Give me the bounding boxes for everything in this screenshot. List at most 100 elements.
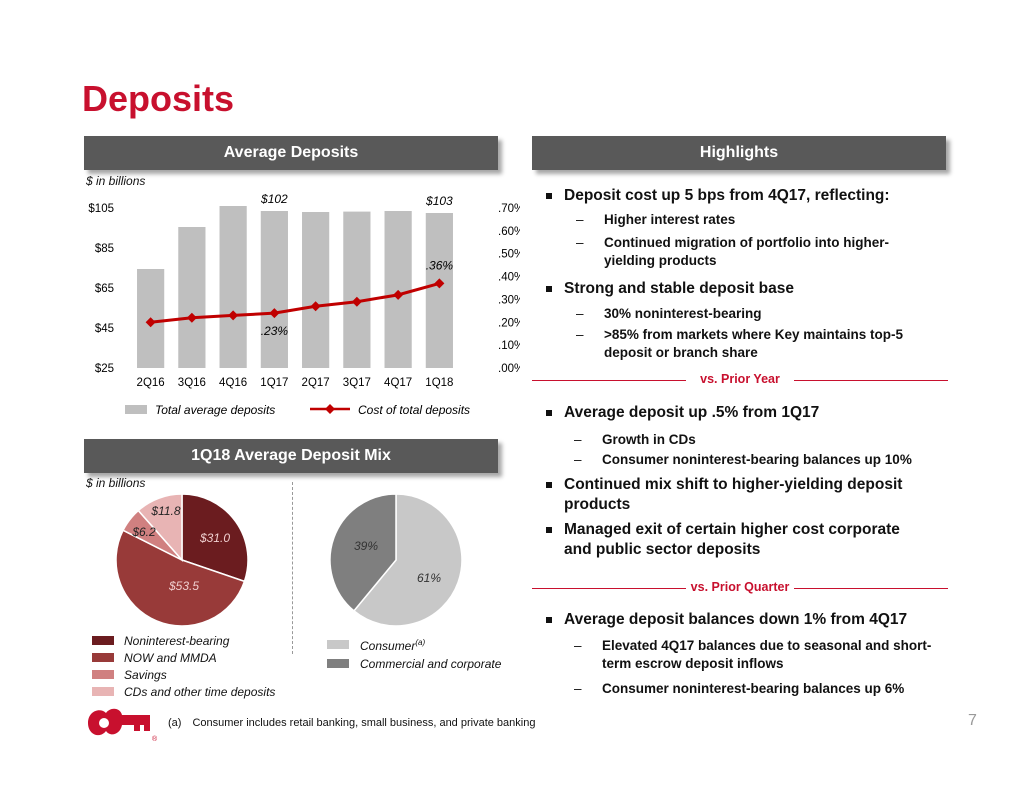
bar-data-label: $103 <box>425 194 453 208</box>
average-deposits-header: Average Deposits <box>84 136 498 170</box>
deposit-mix-unit: $ in billions <box>86 476 146 490</box>
y-right-tick-label: .20% <box>498 317 520 329</box>
bar-3Q16 <box>178 227 206 368</box>
sub-bullet: – >85% from markets where Key maintains t… <box>576 327 903 360</box>
legend-label: CDs and other time deposits <box>124 685 276 699</box>
x-tick-label: 4Q16 <box>219 377 247 389</box>
line-data-label: .23% <box>261 324 289 338</box>
average-deposits-unit: $ in billions <box>86 174 146 188</box>
legend-swatch <box>327 659 349 668</box>
cost-point-3Q16 <box>186 312 197 323</box>
divider-line <box>794 380 948 381</box>
y-left-tick-label: $45 <box>95 323 114 335</box>
svg-text:®: ® <box>152 735 158 743</box>
cost-point-3Q17 <box>351 296 362 307</box>
x-tick-label: 1Q18 <box>425 377 453 389</box>
bullet: Continued mix shift to higher-yielding d… <box>564 476 903 513</box>
y-right-tick-label: .30% <box>498 294 520 306</box>
sub-bullet: – Higher interest rates <box>576 212 736 227</box>
dash-icon: – <box>576 235 584 250</box>
bullet-square-icon <box>546 193 552 199</box>
divider-line <box>794 588 948 589</box>
pie-value-label: 61% <box>417 571 441 585</box>
dash-icon: – <box>576 327 584 342</box>
cost-point-2Q16 <box>145 317 156 328</box>
sub-bullet: – Elevated 4Q17 balances due to seasonal … <box>574 638 932 671</box>
y-left-tick-label: $105 <box>88 203 114 215</box>
pie-value-label: 39% <box>354 539 378 553</box>
dash-icon: – <box>574 452 582 467</box>
dash-icon: – <box>576 306 584 321</box>
page-title: Deposits <box>82 78 235 119</box>
legend-bar-label: Total average deposits <box>155 403 275 417</box>
bullet-square-icon <box>546 286 552 292</box>
bar-4Q16 <box>219 206 247 368</box>
average-deposits-chart: $105 $85 $65 $45 $25 .70% .60% .50% .40% .30% .20%… <box>88 192 520 417</box>
legend-swatch <box>92 670 114 679</box>
bullet-square-icon <box>546 617 552 623</box>
divider-label: vs. Prior Year <box>700 372 780 386</box>
sub-bullet: – Consumer noninterest-bearing balances u… <box>574 681 905 696</box>
x-tick-label: 1Q17 <box>260 377 288 389</box>
divider-label: vs. Prior Quarter <box>690 580 790 594</box>
bullet-square-icon <box>546 527 552 533</box>
bullet-square-icon <box>546 410 552 416</box>
y-left-tick-label: $65 <box>95 283 114 295</box>
cost-point-1Q17 <box>269 308 280 319</box>
legend-swatch <box>92 653 114 662</box>
divider-line <box>532 588 686 589</box>
y-right-tick-label: .00% <box>498 363 520 375</box>
deposit-mix-pie: $31.0 $53.5 $6.2 $11.8 <box>115 493 249 627</box>
cost-point-1Q18 <box>434 278 445 289</box>
line-data-label: .36% <box>426 258 454 272</box>
bullet: Average deposit up .5% from 1Q17 <box>564 404 820 421</box>
legend-label: Savings <box>124 668 167 682</box>
sub-bullet: – Consumer noninterest-bearing balances u… <box>574 452 912 467</box>
pie-slice-1 <box>115 529 246 627</box>
bar-1Q17 <box>260 211 288 368</box>
x-tick-label: 4Q17 <box>384 377 412 389</box>
deposit-mix-header: 1Q18 Average Deposit Mix <box>84 439 498 473</box>
key-logo: ® <box>88 708 158 743</box>
pie-slice-0 <box>181 493 249 583</box>
bar-2Q17 <box>302 212 330 368</box>
legend-swatch <box>92 636 114 645</box>
x-tick-label: 2Q17 <box>302 377 330 389</box>
bullet: Average deposit balances down 1% from 4Q… <box>564 611 908 628</box>
sub-bullet: –30% noninterest-bearing <box>576 306 762 321</box>
pie-slice-0 <box>352 493 463 627</box>
bar-4Q17 <box>384 211 412 368</box>
consumer-commercial-pie: 61% 39% <box>329 493 463 627</box>
sub-bullet: – Growth in CDs <box>574 432 696 447</box>
bar-data-label: $102 <box>260 192 288 206</box>
highlights-header: Highlights <box>532 136 946 170</box>
bullet-square-icon <box>546 482 552 488</box>
pie-slice-3 <box>137 493 183 562</box>
legend-swatch <box>92 687 114 696</box>
y-left-tick-label: $85 <box>95 243 114 255</box>
pie-value-label: $11.8 <box>150 504 180 518</box>
legend-label: NOW and MMDA <box>124 651 217 665</box>
y-right-tick-label: .60% <box>498 226 520 238</box>
dash-icon: – <box>574 432 582 447</box>
y-right-tick-label: .70% <box>498 203 520 215</box>
cost-point-4Q17 <box>393 289 404 300</box>
sub-bullet: – Continued migration of portfolio into h… <box>576 235 889 268</box>
pie-value-label: $53.5 <box>168 579 199 593</box>
y-left-tick-label: $25 <box>95 363 114 375</box>
cost-line <box>150 281 440 324</box>
x-tick-label: 3Q17 <box>343 377 371 389</box>
bullet: Managed exit of certain higher cost corp… <box>564 521 900 558</box>
y-right-tick-label: .10% <box>498 340 520 352</box>
legend-line-marker <box>325 404 335 414</box>
pie-slice-1 <box>329 493 397 612</box>
page-number: 7 <box>968 712 977 729</box>
dash-icon: – <box>574 681 582 696</box>
bullet: Deposit cost up 5 bps from 4Q17, reflect… <box>564 187 890 204</box>
bar-3Q17 <box>343 211 371 368</box>
pie-value-label: $6.2 <box>131 525 156 539</box>
footnote-marker: (a) <box>415 638 426 647</box>
legend-label: Commercial and corporate <box>360 657 502 671</box>
y-right-tick-label: .40% <box>498 272 520 284</box>
divider-line <box>532 380 686 381</box>
